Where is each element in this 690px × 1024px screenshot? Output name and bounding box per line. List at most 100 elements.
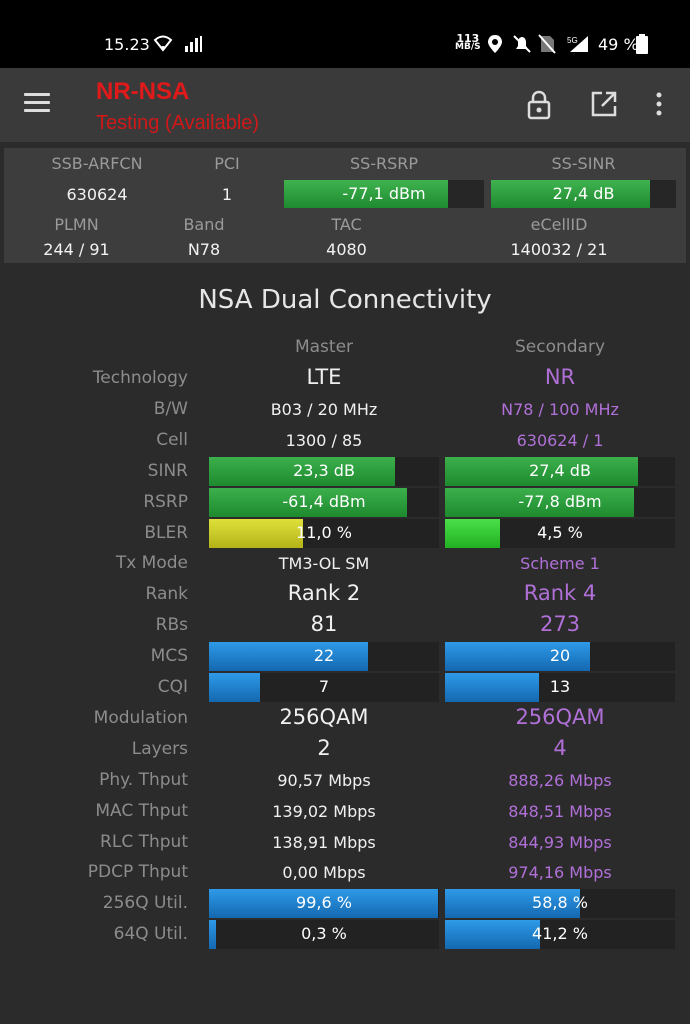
row-label-pdcp-thput: PDCP Thput [87, 862, 188, 883]
master-bler-bar: 11,0 % [209, 518, 439, 548]
row-label-64q-util: 64Q Util. [113, 924, 188, 945]
master-layers-value: 2 [317, 735, 331, 760]
status-time: 15.23 [104, 35, 150, 54]
master-bler-value: 11,0 % [296, 522, 352, 542]
secondary-pdcp-thput-value: 974,16 Mbps [508, 863, 612, 883]
battery-icon [636, 34, 648, 58]
master-cqi-bar: 7 [209, 673, 439, 702]
master-column-header: Master [294, 337, 354, 357]
master-pdcp-thput-value: 0,00 Mbps [282, 863, 366, 883]
plmn-value: 244 / 91 [43, 240, 110, 259]
secondary-cell-value: 630624 / 1 [516, 430, 604, 450]
secondary-256q-util-bar: 58,8 % [445, 889, 675, 919]
ecellid-label: eCellID [530, 215, 588, 234]
location-icon [487, 34, 503, 58]
tac-value: 4080 [326, 240, 367, 259]
row-label-rlc-thput: RLC Thput [100, 831, 188, 852]
master-256q-util-bar-fill [209, 889, 439, 919]
secondary-bler-bar-fill [445, 518, 501, 548]
secondary-rsrp-bar-fill [445, 487, 634, 517]
secondary-cqi-bar-fill [445, 673, 540, 702]
secondary-sinr-bar-fill [445, 456, 639, 486]
master-cqi-value: 7 [318, 677, 330, 696]
master-256q-util-bar: 99,6 % [209, 889, 439, 919]
menu-icon[interactable] [24, 93, 50, 115]
ss-rsrp-value: -77,1 dBm [342, 184, 426, 203]
master-mcs-bar-fill [209, 642, 368, 672]
master-technology-value: LTE [306, 365, 342, 389]
master-rank-value: Rank 2 [287, 581, 361, 606]
row-label-mcs: MCS [150, 646, 188, 667]
master-mcs-bar: 22 [209, 642, 439, 672]
no-sim-icon [538, 34, 556, 58]
row-label-modulation: Modulation [93, 707, 188, 728]
page-subtitle: Testing (Available) [96, 112, 260, 134]
secondary-64q-util-bar-fill [445, 920, 540, 950]
secondary-rbs-value: 273 [539, 612, 581, 637]
ss-sinr-bar-fill [491, 180, 651, 208]
row-label-cell: Cell [156, 429, 188, 450]
pci-value: 1 [221, 185, 233, 204]
secondary-rsrp-bar: -77,8 dBm [445, 487, 675, 517]
secondary-layers-value: 4 [553, 735, 567, 760]
master-phy-thput-value: 90,57 Mbps [277, 770, 371, 790]
data-rate-indicator: 113 MB/S [455, 32, 481, 52]
master-tx-mode-value: TM3-OL SM [278, 554, 370, 574]
master-rsrp-bar-fill [209, 487, 407, 517]
row-label-rbs: RBs [155, 615, 188, 636]
open-external-icon[interactable] [590, 90, 618, 122]
app-bar: NR-NSA Testing (Available) [0, 68, 690, 142]
secondary-mcs-bar-fill [445, 642, 590, 672]
signal-5g-icon: 5G [562, 34, 590, 58]
summary-panel: SSB-ARFCN PCI SS-RSRP SS-SINR 630624 1 -… [4, 148, 686, 263]
master-64q-util-value: 0,3 % [301, 924, 347, 944]
row-label-mac-thput: MAC Thput [95, 800, 188, 821]
row-label-phy-thput: Phy. Thput [99, 769, 188, 790]
row-label-bler: BLER [144, 522, 188, 543]
secondary-tx-mode-value: Scheme 1 [520, 554, 600, 574]
row-label-rsrp: RSRP [143, 491, 188, 512]
secondary-column-header: Secondary [514, 337, 606, 357]
ss-rsrp-bar-fill [284, 180, 448, 208]
ssb-arfcn-label: SSB-ARFCN [51, 154, 143, 173]
row-label-256q-util: 256Q Util. [102, 893, 188, 914]
network-badge: 5G [567, 36, 578, 45]
secondary-mcs-value: 20 [549, 646, 571, 666]
ss-rsrp-bar: -77,1 dBm [284, 180, 484, 208]
ssb-arfcn-value: 630624 [66, 185, 128, 204]
row-label-cqi: CQI [157, 677, 188, 697]
band-value: N78 [187, 240, 221, 259]
secondary-64q-util-value: 41,2 % [532, 924, 588, 944]
master-mac-thput-value: 139,02 Mbps [272, 801, 376, 821]
master-64q-util-bar-fill [209, 920, 216, 950]
master-64q-util-bar: 0,3 % [209, 920, 439, 950]
tac-label: TAC [331, 215, 362, 234]
secondary-b-w-value: N78 / 100 MHz [501, 399, 619, 419]
master-cell-value: 1300 / 85 [285, 430, 363, 450]
row-label-rank: Rank [145, 584, 188, 605]
row-label-layers: Layers [131, 738, 188, 759]
secondary-sinr-value: 27,4 dB [529, 460, 591, 480]
secondary-64q-util-bar: 41,2 % [445, 920, 675, 950]
pci-label: PCI [214, 154, 240, 173]
secondary-phy-thput-value: 888,26 Mbps [508, 770, 612, 790]
master-bler-bar-fill [209, 518, 304, 548]
secondary-sinr-bar: 27,4 dB [445, 456, 675, 486]
ss-sinr-label: SS-SINR [551, 154, 616, 173]
section-title: NSA Dual Connectivity [198, 285, 492, 315]
row-label-b-w: B/W [153, 398, 188, 419]
ss-sinr-value: 27,4 dB [552, 184, 615, 203]
master-b-w-value: B03 / 20 MHz [270, 399, 378, 419]
lock-icon[interactable] [526, 90, 552, 124]
row-label-technology: Technology [92, 368, 188, 388]
cell-signal-icon [183, 36, 205, 56]
master-rsrp-bar: -61,4 dBm [209, 487, 439, 517]
secondary-rank-value: Rank 4 [523, 581, 597, 606]
master-modulation-value: 256QAM [279, 704, 369, 729]
secondary-cqi-bar: 13 [445, 673, 675, 702]
secondary-mac-thput-value: 848,51 Mbps [508, 801, 612, 821]
secondary-mcs-bar: 20 [445, 642, 675, 672]
page-title: NR-NSA [96, 78, 190, 105]
row-label-sinr: SINR [147, 460, 188, 481]
more-vert-icon[interactable] [654, 90, 664, 122]
